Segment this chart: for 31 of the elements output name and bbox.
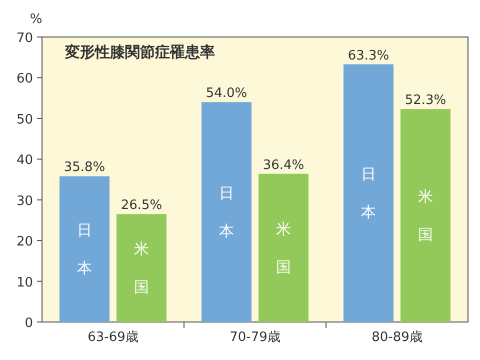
y-tick-label: 60 — [16, 72, 33, 87]
x-tick-label: 63-69歳 — [88, 330, 138, 345]
bar — [60, 176, 110, 322]
y-tick-label: 70 — [16, 31, 33, 46]
data-label: 35.8% — [64, 160, 106, 176]
data-label: 63.3% — [348, 48, 390, 64]
x-tick-label: 80-89歳 — [372, 330, 422, 345]
text: 米国 — [276, 220, 291, 276]
y-tick-label: 40 — [16, 153, 33, 168]
text: 米国 — [418, 188, 433, 244]
y-tick-label: 0 — [24, 316, 33, 331]
data-label: 54.0% — [206, 86, 248, 102]
bar — [202, 102, 252, 322]
bar — [344, 64, 394, 322]
bar — [400, 109, 450, 322]
y-tick-label: 50 — [16, 112, 33, 128]
text: 日本 — [361, 165, 376, 222]
y-tick-label: 30 — [16, 194, 33, 209]
text: 米国 — [134, 240, 149, 296]
data-label: 52.3% — [404, 93, 446, 108]
bar — [258, 174, 308, 322]
y-axis-title: % — [30, 12, 42, 27]
text: 日本 — [219, 184, 234, 240]
bar — [116, 214, 166, 322]
x-tick-label: 70-79歳 — [230, 330, 280, 345]
data-label: 26.5% — [120, 198, 162, 214]
y-tick-label: 20 — [16, 234, 33, 250]
data-label: 36.4% — [262, 158, 304, 173]
chart-title: 変形性膝関節症罹患率 — [64, 43, 215, 61]
text: 日本 — [77, 221, 92, 278]
y-tick-label: 10 — [16, 275, 33, 290]
